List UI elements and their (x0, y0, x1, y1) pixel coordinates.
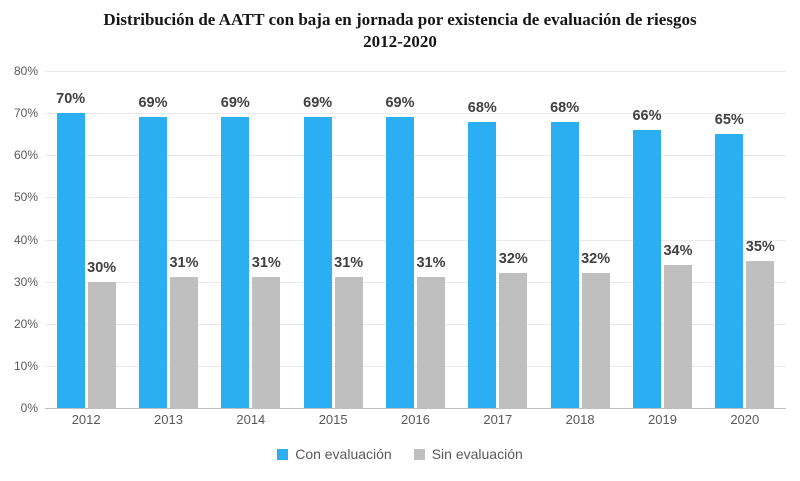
x-axis-tick-label: 2016 (401, 412, 430, 427)
bar-group-2018: 68% 32% (539, 71, 621, 408)
x-axis-tick-label: 2020 (730, 412, 760, 427)
gridline (45, 323, 786, 325)
bar-group-2013: 69% 31% (127, 71, 209, 408)
bar-sin-evaluacion-2012: 30% (87, 260, 116, 408)
x-axis-tick-label: 2019 (648, 412, 677, 427)
y-axis-tick-label: 70% (13, 106, 38, 121)
bar-value-label: 35% (745, 238, 775, 255)
bar-sin-evaluacion-2018: 32% (581, 251, 610, 408)
gridline (45, 155, 786, 157)
x-axis-tick-label: 2015 (318, 412, 348, 427)
bar-sin-evaluacion-2014: 31% (252, 255, 281, 408)
legend-label: Con evaluación (295, 446, 392, 462)
bar-value-label: 31% (251, 255, 281, 272)
legend-item-con-evaluacion: Con evaluación (277, 446, 392, 462)
bar-sin-evaluacion-2019: 34% (663, 243, 692, 408)
x-axis-tick-label: 2018 (565, 412, 595, 427)
bars-layer: 70% 30% 69% 31% 69% 31% 69% 31% 69% 31% 68% 32% 68% 3… (45, 71, 786, 408)
y-axis-tick-label: 0% (20, 401, 38, 415)
bar-sin-evaluacion-2017: 32% (499, 251, 528, 408)
y-axis-tick-label: 80% (13, 64, 38, 78)
bar-group-2016: 69% 31% (374, 71, 456, 408)
gridline (45, 113, 786, 115)
bar-value-label: 31% (416, 255, 446, 272)
bar-value-label: 69% (303, 95, 333, 112)
legend-marker-icon (277, 448, 289, 460)
y-axis-tick-label: 40% (13, 232, 38, 247)
bar-value-label: 32% (498, 251, 528, 268)
gridline (45, 239, 786, 241)
bar-value-label: 69% (220, 95, 250, 112)
x-axis-tick-label: 2017 (483, 412, 513, 427)
bar-value-label: 70% (56, 91, 86, 108)
y-axis: 80% 70% 60% 50% 40% 30% 20% 10% 0% (0, 64, 38, 415)
bar-group-2019: 66% 34% (621, 71, 703, 408)
bar-con-evaluacion-2015: 69% (303, 95, 332, 408)
bar-con-evaluacion-2019: 66% (632, 108, 661, 408)
bar-value-label: 68% (550, 99, 580, 116)
x-axis-tick-label: 2012 (71, 412, 101, 427)
bar-group-2017: 68% 32% (457, 71, 539, 408)
bar-group-2014: 69% 31% (210, 71, 292, 408)
bar-con-evaluacion-2018: 68% (550, 100, 579, 408)
bar-sin-evaluacion-2020: 35% (746, 239, 775, 408)
y-axis-tick-label: 10% (13, 358, 38, 373)
bar-sin-evaluacion-2016: 31% (416, 255, 445, 408)
bar-value-label: 68% (467, 99, 497, 116)
bar-con-evaluacion-2020: 65% (715, 112, 744, 408)
legend-marker-icon (413, 448, 425, 460)
legend-item-sin-evaluacion: Sin evaluación (413, 446, 523, 462)
bar-value-label: 31% (169, 255, 199, 272)
bar-con-evaluacion-2013: 69% (138, 95, 168, 408)
bar-value-label: 69% (138, 95, 168, 112)
gridline (45, 365, 786, 367)
bar-value-label: 31% (334, 255, 364, 272)
bar-con-evaluacion-2017: 68% (468, 100, 497, 408)
bar-group-2015: 69% 31% (292, 71, 374, 408)
plot-area: 70% 30% 69% 31% 69% 31% 69% 31% 69% 31% 68% 32% 68% 3… (45, 71, 786, 409)
legend: Con evaluación Sin evaluación (0, 446, 800, 462)
bar-value-label: 34% (663, 242, 693, 259)
x-axis: 2012 2013 2014 2015 2016 2017 2018 2019 2020 (45, 412, 786, 427)
bar-value-label: 32% (581, 251, 611, 268)
bar-con-evaluacion-2016: 69% (385, 95, 414, 408)
bar-con-evaluacion-2014: 69% (221, 95, 250, 408)
gridline (45, 71, 786, 72)
bar-sin-evaluacion-2015: 31% (334, 255, 363, 408)
bar-value-label: 30% (87, 259, 117, 276)
y-axis-tick-label: 50% (13, 190, 38, 205)
bar-value-label: 65% (714, 112, 744, 129)
x-axis-tick-label: 2014 (236, 412, 266, 427)
y-axis-tick-label: 30% (13, 274, 38, 289)
bar-value-label: 69% (385, 95, 415, 112)
x-axis-tick-label: 2013 (154, 412, 183, 427)
gridline (45, 281, 786, 283)
gridline (45, 197, 786, 199)
legend-label: Sin evaluación (431, 446, 523, 462)
y-axis-tick-label: 20% (13, 316, 38, 331)
bar-con-evaluacion-2012: 70% (56, 91, 85, 408)
bar-group-2020: 65% 35% (704, 71, 786, 408)
bar-group-2012: 70% 30% (45, 71, 127, 408)
bar-sin-evaluacion-2013: 31% (169, 255, 199, 408)
bar-value-label: 66% (632, 107, 662, 124)
chart-title: Distribución de AATT con baja en jornada… (103, 10, 697, 51)
y-axis-tick-label: 60% (13, 148, 38, 163)
